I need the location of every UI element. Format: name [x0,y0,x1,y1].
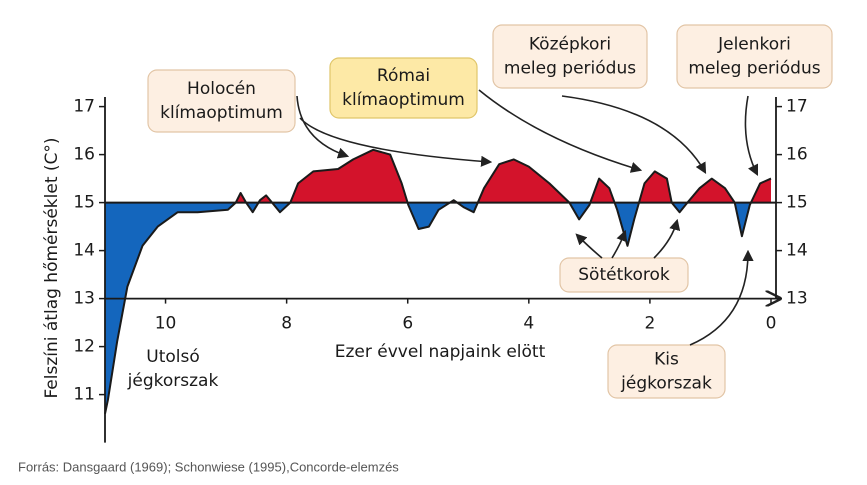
y-tick-label: 17 [73,97,95,117]
annotation-text: Jelenkori [717,35,791,55]
x-tick-label: 6 [402,314,413,334]
annotation-text: klímaoptimum [160,103,283,123]
annotation-text: Utolsó [146,347,200,367]
y2-tick-label: 14 [786,241,808,261]
y2-tick-label: 15 [786,193,808,213]
annotation-text: jégkorszak [127,371,219,391]
annotation-box [329,57,478,119]
annotation-text: Sötétkorok [578,265,670,285]
curve [104,148,772,415]
y2-tick-label: 17 [786,97,808,117]
annotation-box [147,69,296,133]
annotation-text: klímaoptimum [342,90,465,110]
annotation-text: Holocén [187,79,256,99]
annotation-box [559,257,689,293]
arrow [478,89,643,173]
arrow [299,117,493,167]
arrow [296,95,350,159]
y-tick-label: 14 [73,241,95,261]
annotation-text: Kis [654,350,679,370]
y-tick-label: 15 [73,193,95,213]
annotation-box [607,344,726,399]
arrow [611,229,628,259]
area-above [105,149,771,203]
arrow [744,95,759,177]
y2-tick-label: 13 [786,289,808,309]
y2-tick-label: 16 [786,145,808,165]
x-tick-label: 0 [766,314,777,334]
arrow [561,95,707,174]
y-tick-label: 12 [73,337,95,357]
annotation-box [492,24,648,89]
annotation-text: Római [377,66,430,86]
arrow [653,218,681,259]
annotation-text: meleg periódus [504,59,636,79]
x-tick-label: 8 [281,314,292,334]
y-tick-label: 11 [73,385,95,405]
annotation-text: meleg periódus [688,59,820,79]
y-axis-label: Felszíni átlag hőmérséklet (C°) [42,137,62,398]
arrow [689,249,754,346]
source: Forrás: Dansgaard (1969); Schonwiese (19… [18,459,399,474]
arrow [575,233,603,259]
x-tick-label: 4 [523,314,534,334]
annotation-text: jégkorszak [620,374,712,394]
y-tick-label: 13 [73,289,95,309]
annotation-box [676,24,833,89]
x-axis-label: Ezer évvel napjaink elött [335,342,546,362]
y-tick-label: 16 [73,145,95,165]
x-tick-label: 2 [644,314,655,334]
annotation-text: Középkori [529,35,611,55]
x-tick-label: 10 [155,314,177,334]
